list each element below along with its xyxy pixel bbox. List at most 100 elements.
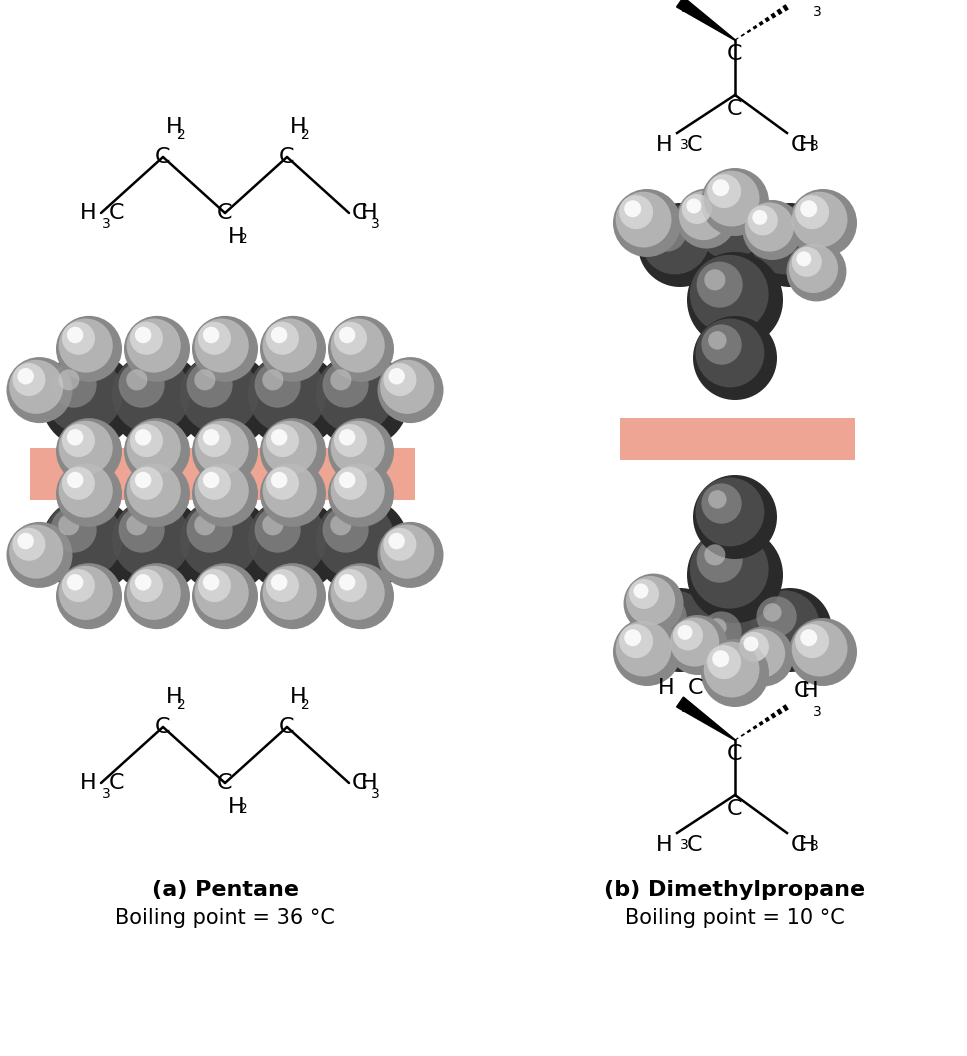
- Text: C: C: [156, 147, 171, 167]
- Circle shape: [130, 569, 163, 602]
- Circle shape: [263, 566, 317, 620]
- Circle shape: [701, 324, 742, 364]
- Circle shape: [713, 180, 729, 196]
- Text: C: C: [727, 44, 743, 64]
- Circle shape: [786, 242, 846, 301]
- Circle shape: [701, 611, 742, 652]
- Circle shape: [7, 357, 73, 423]
- Circle shape: [695, 605, 764, 675]
- Circle shape: [59, 319, 113, 373]
- Polygon shape: [677, 0, 735, 40]
- Circle shape: [331, 566, 385, 620]
- Circle shape: [9, 525, 63, 579]
- Text: C: C: [352, 203, 367, 223]
- Circle shape: [263, 319, 317, 373]
- Circle shape: [704, 171, 759, 226]
- Circle shape: [187, 361, 233, 408]
- Circle shape: [198, 569, 231, 602]
- Bar: [620, 418, 855, 460]
- Circle shape: [62, 425, 95, 457]
- Text: 3: 3: [371, 216, 380, 231]
- Text: Boiling point = 36 °C: Boiling point = 36 °C: [115, 908, 335, 928]
- Circle shape: [334, 569, 366, 602]
- Circle shape: [745, 203, 794, 251]
- Circle shape: [789, 189, 857, 257]
- Circle shape: [260, 460, 326, 527]
- Circle shape: [750, 206, 819, 275]
- Circle shape: [801, 201, 817, 218]
- Circle shape: [192, 316, 258, 382]
- Circle shape: [747, 206, 777, 235]
- Circle shape: [44, 499, 123, 579]
- Circle shape: [689, 254, 769, 334]
- Text: C: C: [727, 744, 743, 763]
- Circle shape: [127, 566, 181, 620]
- Text: 3: 3: [680, 838, 689, 852]
- Circle shape: [653, 603, 672, 622]
- Circle shape: [7, 522, 73, 588]
- Text: 2: 2: [177, 698, 186, 712]
- Text: H: H: [80, 203, 97, 223]
- Circle shape: [616, 192, 671, 247]
- Circle shape: [316, 499, 395, 579]
- Circle shape: [198, 425, 231, 457]
- Circle shape: [260, 316, 326, 382]
- Circle shape: [380, 360, 434, 414]
- Text: C: C: [688, 678, 704, 698]
- Circle shape: [679, 191, 728, 240]
- Circle shape: [266, 569, 299, 602]
- Circle shape: [262, 370, 283, 391]
- Circle shape: [59, 566, 113, 620]
- Circle shape: [119, 507, 164, 552]
- Text: H: H: [802, 681, 819, 701]
- Circle shape: [713, 650, 729, 667]
- Circle shape: [50, 507, 97, 552]
- Circle shape: [338, 574, 356, 590]
- Text: H: H: [166, 687, 183, 708]
- Text: H: H: [290, 687, 307, 708]
- Circle shape: [112, 355, 190, 434]
- Text: 3: 3: [371, 787, 380, 802]
- Circle shape: [245, 497, 341, 593]
- Circle shape: [323, 361, 368, 408]
- Circle shape: [748, 588, 832, 672]
- Circle shape: [384, 363, 417, 396]
- Circle shape: [743, 200, 803, 260]
- Circle shape: [177, 497, 273, 593]
- Circle shape: [266, 425, 299, 457]
- Circle shape: [67, 326, 83, 343]
- Circle shape: [640, 590, 710, 659]
- Text: (a) Pentane: (a) Pentane: [152, 880, 299, 900]
- Circle shape: [194, 514, 216, 535]
- Circle shape: [134, 429, 152, 446]
- Text: C: C: [218, 773, 233, 793]
- Circle shape: [695, 190, 764, 260]
- Circle shape: [130, 425, 163, 457]
- Circle shape: [736, 628, 785, 678]
- Circle shape: [792, 621, 847, 677]
- Circle shape: [739, 631, 769, 662]
- Text: C: C: [727, 99, 743, 119]
- Circle shape: [17, 367, 34, 384]
- Circle shape: [801, 629, 817, 646]
- Circle shape: [203, 326, 220, 343]
- Circle shape: [62, 322, 95, 355]
- Circle shape: [59, 420, 113, 475]
- Circle shape: [673, 620, 703, 650]
- Text: C: C: [687, 835, 702, 855]
- Circle shape: [328, 563, 394, 629]
- Text: 3: 3: [813, 705, 822, 719]
- Text: H: H: [361, 203, 378, 223]
- Circle shape: [124, 316, 190, 382]
- Circle shape: [203, 472, 220, 488]
- Circle shape: [653, 219, 672, 237]
- Circle shape: [619, 195, 653, 229]
- Circle shape: [134, 472, 152, 488]
- Circle shape: [701, 484, 742, 524]
- Circle shape: [198, 322, 231, 355]
- Circle shape: [331, 464, 385, 517]
- Circle shape: [316, 355, 395, 434]
- Circle shape: [646, 211, 687, 251]
- Circle shape: [693, 475, 777, 559]
- Text: H: H: [166, 117, 183, 137]
